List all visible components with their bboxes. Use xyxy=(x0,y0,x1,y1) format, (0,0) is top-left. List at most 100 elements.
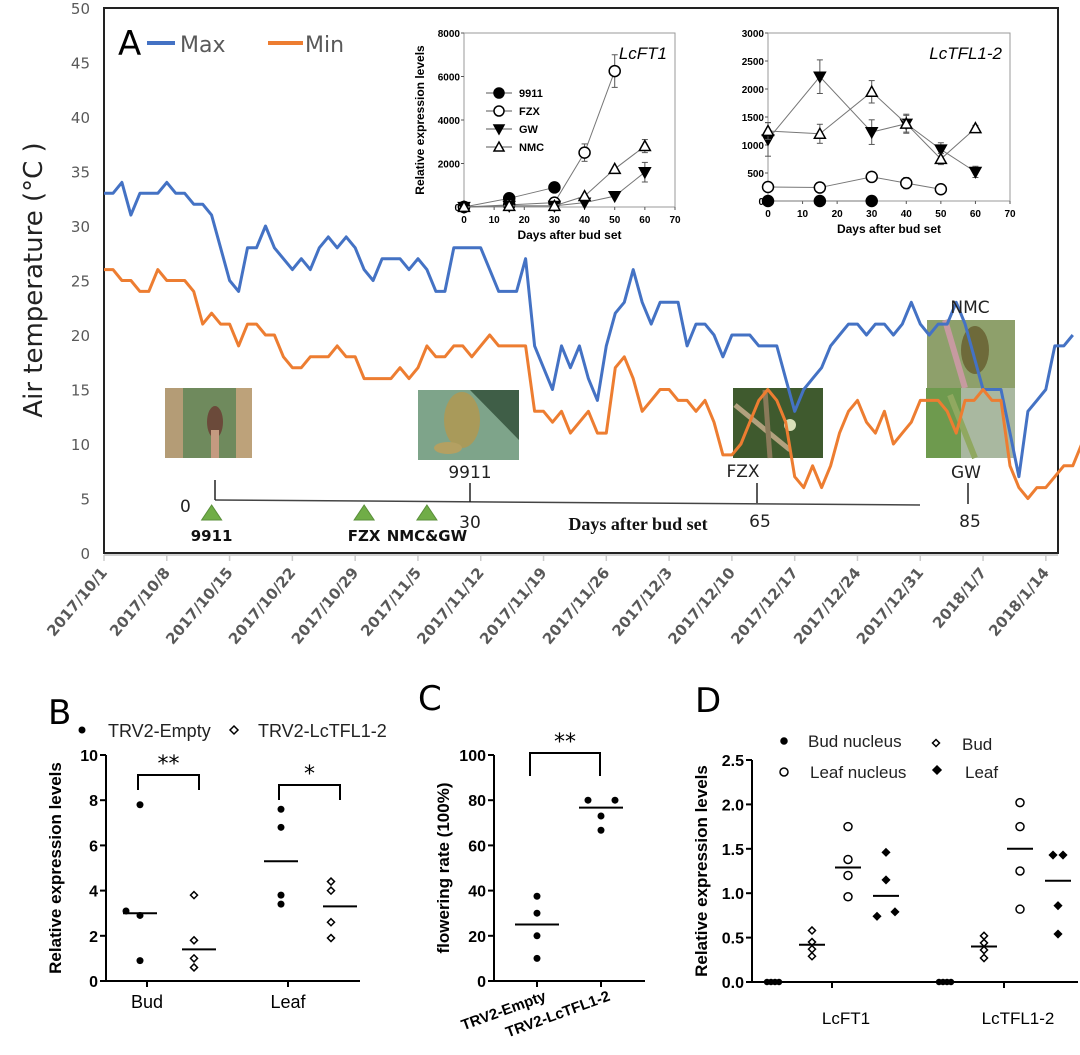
data-point-bud xyxy=(807,944,817,954)
inset-y-tick-label: 4000 xyxy=(438,116,461,127)
inset-x-tick-label: 0 xyxy=(765,209,771,220)
data-point-leaf-nucleus xyxy=(1015,797,1025,808)
y-tick-label: 20 xyxy=(468,929,486,946)
data-point-nmc xyxy=(813,126,827,139)
data-point-trv2-lctfl1-2 xyxy=(189,953,199,963)
y-tick-label: 40 xyxy=(71,109,90,127)
data-point-nmc xyxy=(761,123,775,137)
timeline: 0 30 65 85 9911 FZX GW NMC Days after bu… xyxy=(180,298,990,545)
data-point-bud xyxy=(979,938,989,948)
data-point-bud-nucleus xyxy=(947,978,955,986)
y-axis-label: Relative expression levels xyxy=(46,762,65,974)
inset-x-tick-label: 70 xyxy=(669,215,681,226)
y-tick-label: 8 xyxy=(89,793,98,810)
inset-y-tick-label: 2000 xyxy=(438,160,461,171)
photo-bud-nmc xyxy=(927,319,1015,389)
timeline-tick-0: 0 xyxy=(180,497,191,517)
significance-bracket xyxy=(278,784,341,800)
inset-x-tick-label: 10 xyxy=(797,209,809,220)
x-tick-label: 2017/10/29 xyxy=(288,564,363,648)
legend-marker xyxy=(931,764,943,776)
inset-x-tick-label: 30 xyxy=(549,215,561,226)
data-point-fzx xyxy=(761,180,775,194)
bud-photos xyxy=(165,319,1015,460)
inset-y-tick-label: 6000 xyxy=(438,73,461,84)
y-tick-label: 20 xyxy=(71,327,90,345)
photo-label-fzx: FZX xyxy=(726,462,759,482)
legend-marker-fzx xyxy=(493,105,505,117)
x-tick-label: 2017/11/5 xyxy=(357,564,425,640)
y-tick-label: 10 xyxy=(71,436,90,454)
inset-series-line xyxy=(767,176,941,190)
data-point-leaf xyxy=(1053,901,1063,911)
data-point-leaf-nucleus xyxy=(1015,821,1025,832)
data-point-bud xyxy=(979,931,989,941)
data-point xyxy=(597,826,605,834)
data-point-nmc xyxy=(502,198,516,212)
inset-x-tick-label: 20 xyxy=(519,215,531,226)
y-tick-label: 0 xyxy=(80,545,90,563)
data-point-nmc xyxy=(457,199,471,213)
bud-set-marker-label: 9911 xyxy=(191,527,233,545)
data-point-bud-nucleus xyxy=(775,978,783,986)
panel-label-d: D xyxy=(695,681,721,721)
inset-y-tick-label: 0 xyxy=(454,203,460,214)
legend-marker-trv2-lctfl1-2 xyxy=(228,724,240,736)
x-tick-label: LcTFL1-2 xyxy=(982,1009,1055,1028)
y-axis-label: flowering rate (100%) xyxy=(434,783,453,954)
data-point-bud xyxy=(979,945,989,955)
data-point-leaf xyxy=(1058,850,1068,860)
inset-y-tick-label: 8000 xyxy=(438,29,461,40)
photo-bud-fzx xyxy=(733,388,823,459)
y-tick-label: 25 xyxy=(71,273,90,291)
y-tick-label: 50 xyxy=(71,0,90,18)
legend-marker-nmc xyxy=(492,140,506,152)
bud-set-marker xyxy=(415,504,438,521)
significance-bracket xyxy=(137,774,200,790)
data-point-fzx xyxy=(934,182,948,196)
data-point-leaf-nucleus xyxy=(1015,904,1025,914)
y-tick-label: 30 xyxy=(71,218,90,236)
y-tick-label: 0 xyxy=(89,974,98,991)
data-point-9911 xyxy=(865,194,878,208)
data-point-fzx xyxy=(865,170,878,184)
y-tick-label: 0.0 xyxy=(722,975,744,992)
timeline-tick-65: 65 xyxy=(749,512,771,532)
legend-label: FZX xyxy=(519,106,540,118)
timeline-axis xyxy=(214,499,921,506)
data-point-gw xyxy=(607,190,622,204)
y-tick-label: 2 xyxy=(89,929,98,946)
photo-bud-day0 xyxy=(165,388,252,458)
inset-x-tick-label: 70 xyxy=(1004,209,1016,220)
legend-label: Bud xyxy=(962,735,992,754)
legend-label: Bud nucleus xyxy=(808,732,902,751)
data-point-nmc xyxy=(547,198,562,212)
inset-y-tick-label: 1000 xyxy=(742,141,765,152)
data-point xyxy=(533,909,541,917)
data-point-nmc xyxy=(968,121,983,134)
inset-lctfl1-2: 0 500 1000 1500 2000 2500 3000 0 10 20 30 40 50 60 70 D… xyxy=(742,29,1016,236)
panel-b: 0 2 4 6 8 10 Relative expression levels B TRV2-E… xyxy=(46,693,387,1012)
significance-label: ** xyxy=(158,752,180,777)
bud-set-marker xyxy=(353,504,376,521)
data-point-trv2-lctfl1-2 xyxy=(326,917,336,927)
data-point-leaf-nucleus xyxy=(843,870,853,881)
data-point xyxy=(584,796,592,804)
x-tick-label: 2017/12/31 xyxy=(853,564,928,648)
data-point-nmc xyxy=(864,84,879,97)
data-point-nmc xyxy=(607,161,622,175)
data-point-leaf xyxy=(881,875,891,885)
data-point-trv2-empty xyxy=(277,891,285,899)
data-point-9911 xyxy=(813,194,827,208)
data-point-trv2-empty xyxy=(136,801,144,809)
photo-label-nmc: NMC xyxy=(950,298,989,318)
legend-marker xyxy=(779,767,789,777)
x-tick-label: 2017/12/3 xyxy=(608,564,676,640)
y-tick-label: 10 xyxy=(80,748,98,765)
data-point-nmc xyxy=(577,189,592,202)
legend-label-max: Max xyxy=(180,33,225,58)
inset-y-tick-label: 2500 xyxy=(742,57,765,68)
data-point-gw xyxy=(934,144,948,157)
